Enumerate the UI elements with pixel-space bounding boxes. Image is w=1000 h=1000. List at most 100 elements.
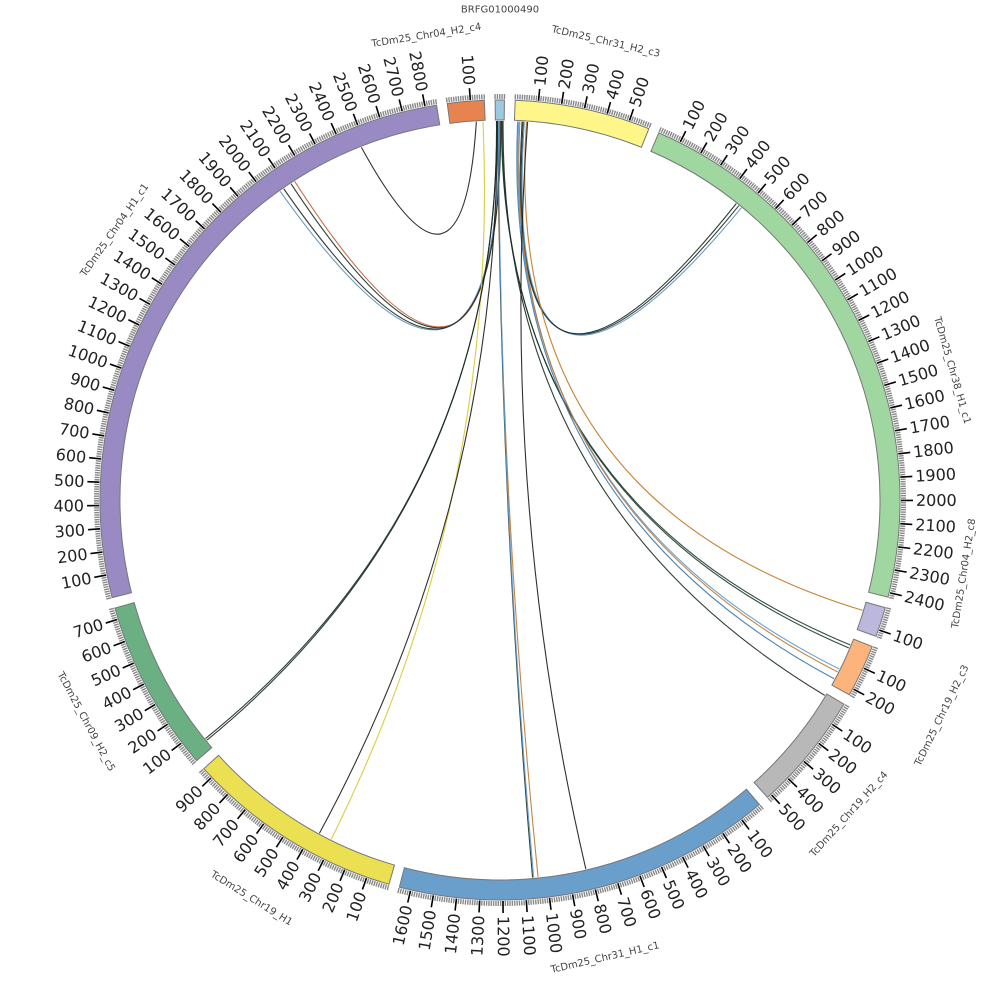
minor-tick	[704, 150, 709, 156]
minor-tick	[312, 855, 316, 861]
minor-tick	[871, 347, 877, 351]
minor-tick	[895, 564, 901, 567]
minor-tick	[96, 539, 102, 542]
minor-tick	[882, 620, 888, 624]
major-tick	[791, 216, 802, 226]
tick-label: 100	[60, 569, 94, 593]
minor-tick	[373, 880, 376, 887]
minor-tick	[599, 106, 603, 112]
minor-tick	[837, 716, 843, 720]
minor-tick	[457, 96, 460, 102]
minor-tick	[404, 889, 407, 895]
minor-tick	[407, 104, 410, 110]
ideogram-TcDm25_Chr04_H1_c1[interactable]	[99, 104, 441, 599]
minor-tick	[102, 415, 108, 419]
minor-tick	[684, 855, 688, 861]
minor-tick	[287, 153, 292, 159]
minor-tick	[452, 96, 455, 102]
minor-tick	[897, 450, 904, 453]
minor-tick	[221, 792, 227, 797]
minor-tick	[822, 737, 828, 742]
minor-tick	[896, 436, 902, 439]
minor-tick	[895, 431, 901, 434]
major-tick	[894, 569, 907, 573]
minor-tick	[546, 898, 549, 904]
minor-tick	[112, 621, 119, 624]
ideogram-TcDm25_Chr19_H2_c4[interactable]	[753, 693, 845, 799]
minor-tick	[891, 585, 897, 588]
minor-tick	[567, 99, 571, 106]
link	[520, 121, 587, 870]
minor-tick	[822, 259, 828, 264]
minor-tick	[436, 896, 439, 902]
minor-tick	[102, 583, 109, 586]
tick-label: 300	[54, 520, 86, 541]
ideogram-TcDm25_Chr31_H1_c1[interactable]	[398, 788, 761, 901]
minor-tick	[115, 367, 121, 371]
minor-tick	[554, 97, 557, 103]
minor-tick	[633, 117, 637, 123]
minor-tick	[172, 737, 178, 742]
minor-tick	[99, 432, 105, 435]
minor-tick	[108, 390, 114, 394]
minor-tick	[574, 101, 578, 107]
minor-tick	[877, 363, 883, 367]
major-tick	[122, 662, 135, 669]
tick-label: 800	[590, 902, 616, 936]
minor-tick	[373, 113, 376, 120]
minor-tick	[818, 253, 824, 258]
ideogram-TcDm25_Chr04_H2_c4[interactable]	[446, 99, 486, 124]
minor-tick	[795, 769, 801, 775]
minor-tick	[803, 235, 809, 240]
minor-tick	[824, 261, 830, 266]
ideogram-TcDm25_Chr04_H2_c8[interactable]	[856, 601, 886, 638]
minor-tick	[114, 370, 121, 374]
minor-tick	[848, 298, 854, 303]
minor-tick	[269, 830, 274, 836]
major-tick	[879, 629, 891, 635]
minor-tick	[106, 397, 113, 400]
major-tick	[90, 551, 103, 555]
major-tick	[894, 427, 907, 432]
minor-tick	[781, 784, 786, 790]
minor-tick	[610, 885, 614, 891]
minor-tick	[886, 392, 892, 396]
minor-tick	[100, 425, 106, 428]
minor-tick	[808, 755, 813, 760]
ideogram-TcDm25_Chr31_H2_c3[interactable]	[513, 99, 650, 148]
minor-tick	[169, 263, 175, 268]
minor-tick	[762, 193, 768, 199]
minor-tick	[854, 686, 860, 691]
minor-tick	[576, 893, 579, 899]
ideogram-TcDm25_Chr19_H2_c3[interactable]	[831, 638, 873, 696]
minor-tick	[346, 871, 350, 877]
ideogram-TcDm25_Chr19_H1[interactable]	[203, 754, 396, 885]
minor-tick	[645, 873, 649, 879]
minor-tick	[602, 107, 605, 113]
minor-tick	[215, 209, 220, 215]
minor-tick	[101, 422, 107, 426]
minor-tick	[605, 886, 609, 892]
minor-tick	[832, 272, 838, 277]
ideogram-BRFG01000490[interactable]	[494, 99, 505, 121]
major-tick	[739, 168, 748, 180]
major-tick	[164, 257, 176, 266]
minor-tick	[869, 341, 875, 345]
minor-tick	[245, 183, 250, 188]
minor-tick	[301, 849, 306, 856]
minor-tick	[784, 214, 790, 219]
major-tick	[679, 130, 687, 143]
segment-label: TcDm25_Chr04_H2_c4	[370, 22, 482, 50]
ideogram-TcDm25_Chr38_H1_c1[interactable]	[650, 132, 901, 598]
minor-tick	[898, 543, 904, 546]
link	[524, 121, 863, 611]
minor-tick	[564, 895, 568, 901]
minor-tick	[445, 97, 448, 103]
minor-tick	[146, 299, 152, 303]
minor-tick	[540, 96, 543, 102]
minor-tick	[823, 735, 829, 740]
minor-tick	[781, 211, 787, 216]
ideogram-TcDm25_Chr09_H2_c5[interactable]	[114, 602, 213, 762]
minor-tick	[305, 852, 310, 858]
minor-tick	[348, 872, 352, 878]
